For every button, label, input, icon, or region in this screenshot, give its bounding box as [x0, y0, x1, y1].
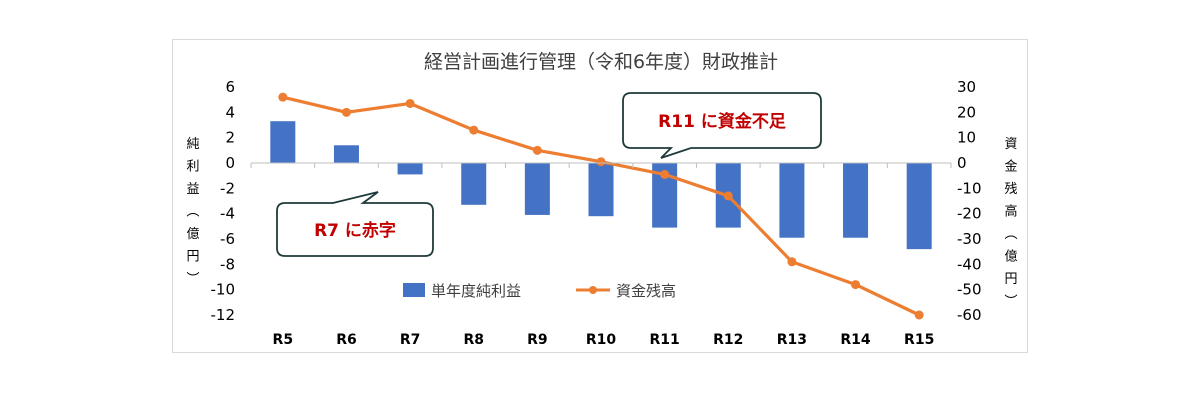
chart-frame: 経営計画進行管理（令和6年度）財政推計 6 4 2 0 -2 -4 -6 -8 -10 -12 3…	[172, 39, 1028, 353]
left-ticks: 6 4 2 0 -2 -4 -6 -8 -10 -12	[211, 78, 236, 324]
line-point-R8	[469, 125, 479, 135]
line-layer	[278, 92, 924, 320]
callout-r11-bubble	[622, 92, 822, 159]
legend-label-line: 資金残高	[616, 282, 676, 300]
bar-R8	[461, 163, 487, 205]
bars-layer	[270, 121, 932, 250]
category-label-R14: R14	[840, 332, 871, 348]
left-tick-label: -8	[220, 255, 235, 273]
bar-R10	[588, 163, 614, 217]
line-point-R12	[723, 191, 733, 201]
right-tick-label: -30	[957, 230, 982, 248]
left-tick-label: 0	[225, 154, 235, 172]
right-tick-label: -10	[957, 179, 982, 197]
line-point-R11	[660, 169, 670, 179]
line-point-R10	[596, 157, 606, 167]
category-label-R11: R11	[650, 332, 680, 348]
right-axis-title: 資金残高︵億円︶	[1004, 137, 1017, 310]
bar-R14	[843, 163, 869, 238]
category-labels: R5 R6 R7 R8 R9 R10 R11 R12 R13 R14 R15	[273, 332, 935, 348]
left-tick-label: -4	[220, 205, 235, 223]
left-tick-label: 4	[225, 103, 235, 121]
right-tick-label: 20	[957, 103, 976, 121]
right-ticks: 30 20 10 0 -10 -20 -30 -40 -50 -60	[957, 78, 982, 324]
callout-r7-text: R7 に赤字	[314, 220, 396, 241]
bar-R6	[333, 145, 359, 163]
category-label-R7: R7	[400, 332, 421, 348]
category-label-R10: R10	[586, 332, 617, 348]
category-label-R5: R5	[273, 332, 294, 348]
left-tick-label: -6	[220, 230, 235, 248]
category-label-R6: R6	[336, 332, 357, 348]
left-tick-label: -12	[211, 306, 236, 324]
legend: 単年度純利益 資金残高	[403, 282, 676, 300]
left-tick-label: 2	[225, 129, 235, 147]
left-tick-label: -2	[220, 179, 235, 197]
left-tick-label: 6	[225, 78, 235, 96]
left-axis-title-text: 純利益︵億円︶	[186, 137, 199, 287]
category-label-R12: R12	[713, 332, 743, 348]
line-point-R6	[341, 107, 351, 117]
bar-R5	[270, 121, 296, 163]
zero-axis-layer	[250, 162, 952, 168]
line-point-R13	[787, 257, 797, 267]
category-label-R8: R8	[463, 332, 484, 348]
line-point-R7	[405, 98, 415, 108]
callout-r11-text: R11 に資金不足	[658, 111, 786, 132]
left-axis-title: 純利益︵億円︶	[186, 137, 199, 287]
callout-r7: R7 に赤字	[276, 191, 434, 257]
line-point-R15	[914, 310, 924, 320]
line-point-R14	[851, 280, 861, 290]
right-tick-label: 10	[957, 129, 976, 147]
category-label-R13: R13	[777, 332, 807, 348]
callout-r7-bubble	[276, 191, 434, 257]
bar-R7	[397, 163, 423, 175]
right-tick-label: -20	[957, 205, 982, 223]
legend-swatch-bar	[403, 283, 425, 297]
right-tick-label: -50	[957, 281, 982, 299]
bar-R13	[779, 163, 805, 238]
legend-swatch-marker	[589, 286, 597, 294]
right-tick-label: 0	[957, 154, 967, 172]
legend-label-bar: 単年度純利益	[431, 282, 521, 300]
right-tick-label: -40	[957, 255, 982, 273]
line-point-R5	[278, 92, 288, 102]
bar-R9	[524, 163, 550, 215]
category-label-R9: R9	[527, 332, 548, 348]
category-label-R15: R15	[904, 332, 934, 348]
right-tick-label: -60	[957, 306, 982, 324]
left-tick-label: -10	[211, 281, 236, 299]
bar-R15	[906, 163, 932, 250]
line-point-R9	[532, 145, 542, 155]
chart-title: 経営計画進行管理（令和6年度）財政推計	[424, 51, 778, 73]
right-tick-label: 30	[957, 78, 976, 96]
callout-r11: R11 に資金不足	[622, 92, 822, 159]
right-axis-title-text: 資金残高︵億円︶	[1004, 137, 1017, 310]
